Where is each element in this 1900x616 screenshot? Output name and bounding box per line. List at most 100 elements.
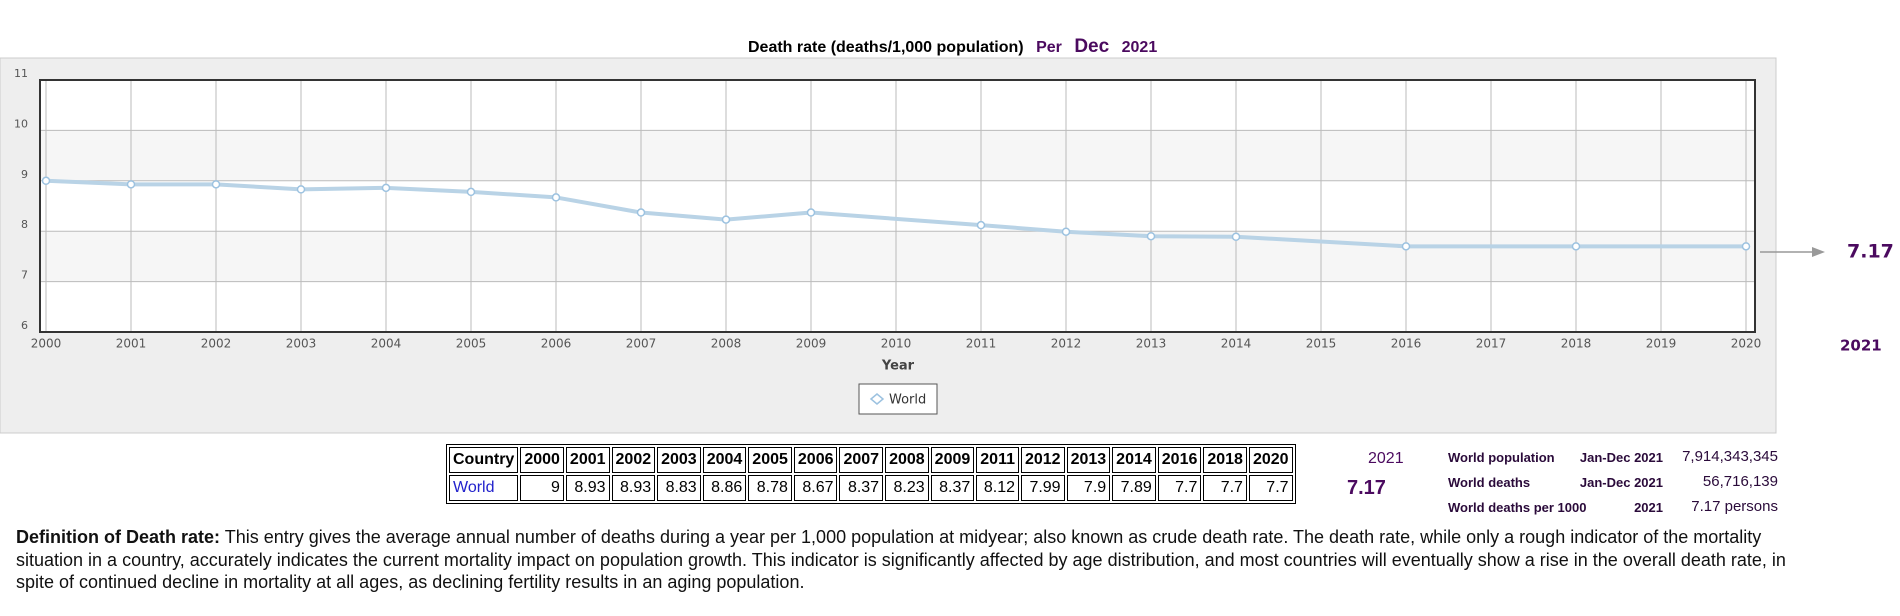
table-year: 2008 bbox=[885, 447, 929, 473]
data-point bbox=[1061, 227, 1071, 236]
chart-title-row: Death rate (deaths/1,000 population) Per… bbox=[748, 36, 1157, 58]
period-month: Dec bbox=[1074, 36, 1110, 57]
y-tick-label: 6 bbox=[21, 319, 28, 332]
table-value: 8.93 bbox=[565, 475, 610, 501]
table-year: 2006 bbox=[793, 447, 838, 473]
stat-label: World deaths per 1000 bbox=[1448, 500, 1587, 515]
x-tick-label: 2001 bbox=[116, 337, 147, 351]
period-year: 2021 bbox=[1121, 39, 1158, 56]
x-tick-label: 2016 bbox=[1391, 337, 1422, 351]
table-value: 8.78 bbox=[748, 475, 792, 501]
table-year: 2020 bbox=[1248, 447, 1293, 473]
table-header: Country bbox=[449, 447, 519, 473]
table-value: 8.86 bbox=[702, 475, 747, 501]
data-point bbox=[636, 208, 646, 217]
y-tick-label: 10 bbox=[14, 117, 28, 130]
projection-value: 7.17 bbox=[1847, 241, 1894, 263]
table-year: 2001 bbox=[565, 447, 610, 473]
data-point bbox=[1231, 232, 1241, 241]
data-point bbox=[976, 220, 986, 230]
x-tick-label: 2010 bbox=[881, 337, 912, 351]
stat-value: 7.17 persons bbox=[1691, 498, 1778, 515]
table-year: 2004 bbox=[702, 447, 747, 473]
table-year: 2012 bbox=[1020, 447, 1065, 473]
x-axis-label: Year bbox=[881, 359, 915, 374]
definition: Definition of Death rate: This entry giv… bbox=[16, 526, 1786, 594]
data-point bbox=[1571, 242, 1581, 251]
table-year: 2014 bbox=[1112, 447, 1156, 473]
data-point bbox=[211, 180, 221, 189]
table-year: 2000 bbox=[520, 447, 564, 473]
table-year: 2003 bbox=[657, 447, 701, 473]
table-projection-year: 2021 bbox=[1368, 450, 1404, 467]
x-tick-label: 2004 bbox=[371, 337, 402, 351]
x-tick-label: 2019 bbox=[1646, 337, 1677, 351]
table-year: 2013 bbox=[1066, 447, 1111, 473]
table-year: 2011 bbox=[976, 447, 1019, 473]
x-tick-label: 2014 bbox=[1221, 337, 1252, 351]
y-tick-label: 7 bbox=[21, 269, 28, 282]
table-value: 8.12 bbox=[976, 475, 1019, 501]
x-tick-label: 2018 bbox=[1561, 337, 1592, 351]
stat-period: Jan-Dec 2021 bbox=[1579, 450, 1663, 465]
data-point bbox=[41, 176, 51, 186]
table-value: 8.93 bbox=[611, 475, 656, 501]
data-point bbox=[1401, 242, 1411, 251]
x-tick-label: 2008 bbox=[711, 337, 742, 351]
data-point bbox=[721, 215, 731, 224]
table-value: 8.37 bbox=[930, 475, 975, 501]
data-point bbox=[466, 187, 476, 197]
x-tick-label: 2009 bbox=[796, 337, 827, 351]
x-tick-label: 2013 bbox=[1136, 337, 1167, 351]
x-tick-label: 2017 bbox=[1476, 337, 1507, 351]
table-value: 9 bbox=[520, 475, 564, 501]
grid-band bbox=[40, 281, 1755, 332]
x-tick-label: 2006 bbox=[541, 337, 572, 351]
x-tick-label: 2000 bbox=[31, 337, 62, 351]
table-value: 8.67 bbox=[793, 475, 838, 501]
data-point bbox=[296, 185, 306, 194]
table-value: 7.7 bbox=[1157, 475, 1202, 501]
definition-text: This entry gives the average annual numb… bbox=[16, 527, 1786, 592]
plot-frame bbox=[39, 79, 1756, 333]
table-year: 2002 bbox=[611, 447, 656, 473]
y-tick-label: 9 bbox=[21, 168, 28, 181]
x-tick-label: 2002 bbox=[201, 337, 232, 351]
data-point bbox=[1146, 231, 1156, 241]
table-value: 8.37 bbox=[839, 475, 884, 501]
table-value: 7.7 bbox=[1203, 475, 1247, 501]
x-tick-label: 2007 bbox=[626, 337, 657, 351]
data-point bbox=[126, 180, 136, 189]
y-tick-label: 11 bbox=[14, 67, 28, 80]
table-year: 2007 bbox=[839, 447, 884, 473]
table-value: 7.9 bbox=[1066, 475, 1111, 501]
table-value: 8.83 bbox=[657, 475, 701, 501]
chart-title: Death rate (deaths/1,000 population) bbox=[748, 39, 1024, 56]
stat-label: World deaths bbox=[1448, 475, 1531, 490]
x-tick-label: 2011 bbox=[966, 337, 997, 351]
grid-band bbox=[40, 80, 1755, 131]
data-point bbox=[551, 193, 561, 202]
table-year: 2005 bbox=[748, 447, 792, 473]
x-tick-label: 2003 bbox=[286, 337, 317, 351]
x-tick-label: 2012 bbox=[1051, 337, 1082, 351]
table-year: 2016 bbox=[1157, 447, 1202, 473]
chart: Year World 7.17 2021 6 7 8 9 10 11 2000 2001 200… bbox=[0, 57, 1894, 434]
table-value: 7.89 bbox=[1112, 475, 1156, 501]
data-point bbox=[381, 183, 391, 193]
stat-label: World population bbox=[1448, 450, 1555, 465]
table-year: 2009 bbox=[930, 447, 975, 473]
stat-period: 2021 bbox=[1634, 500, 1663, 515]
stat-value: 56,716,139 bbox=[1702, 473, 1778, 490]
table-country[interactable]: World bbox=[449, 475, 519, 501]
x-tick-label: 2015 bbox=[1306, 337, 1337, 351]
table-year: 2018 bbox=[1203, 447, 1247, 473]
data-table: Country 2000 2001 2002 2003 2004 2005 2006 2007 2… bbox=[446, 444, 1296, 504]
table-value: 7.7 bbox=[1248, 475, 1293, 501]
table-value: 8.23 bbox=[885, 475, 929, 501]
legend-symbol bbox=[869, 393, 885, 405]
projection-arrowhead bbox=[1812, 247, 1825, 257]
stat-period: Jan-Dec 2021 bbox=[1579, 475, 1663, 490]
x-tick-label: 2020 bbox=[1731, 337, 1762, 351]
